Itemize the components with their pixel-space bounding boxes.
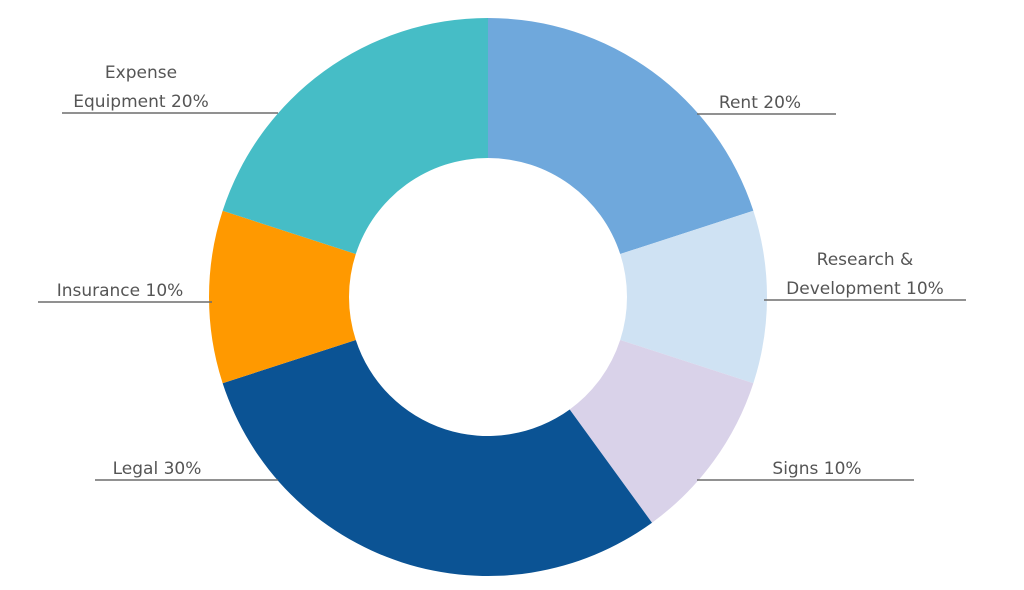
slice-label-expense-equipment-line1: Expense bbox=[105, 63, 177, 83]
slice-label-legal: Legal 30% bbox=[113, 459, 202, 479]
leader-lines bbox=[38, 112, 966, 481]
slice-label-research-development-line1: Research & bbox=[817, 250, 914, 270]
slice-research-development bbox=[620, 210, 767, 384]
slice-signs bbox=[569, 339, 754, 523]
donut-slices bbox=[209, 18, 767, 576]
slice-expense-equipment bbox=[222, 18, 489, 255]
slice-label-insurance: Insurance 10% bbox=[57, 281, 184, 301]
slice-rent bbox=[488, 18, 754, 255]
slice-label-research-development: Development 10% bbox=[786, 279, 944, 299]
slice-legal bbox=[222, 339, 652, 576]
slice-insurance bbox=[209, 210, 356, 384]
slice-labels: Rent 20% Research & Development 10% Signs 1… bbox=[57, 63, 944, 479]
slice-label-rent: Rent 20% bbox=[719, 93, 801, 113]
slice-label-expense-equipment: Equipment 20% bbox=[73, 92, 208, 112]
slice-label-signs: Signs 10% bbox=[772, 459, 861, 479]
